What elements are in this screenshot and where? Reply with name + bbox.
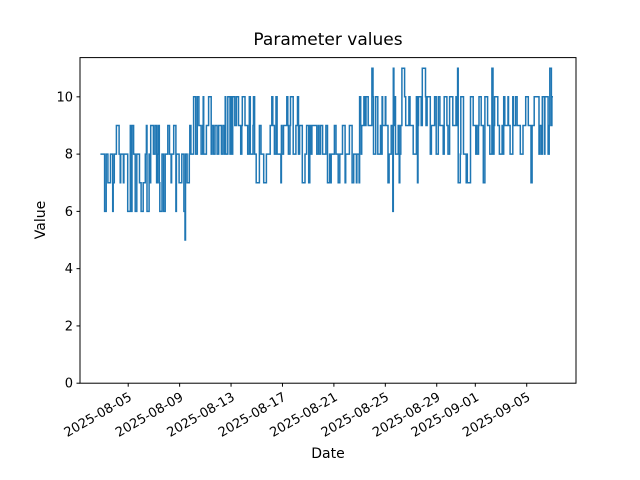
y-tick-label: 6: [65, 205, 73, 220]
y-tick-label: 0: [65, 377, 73, 392]
x-axis-label: Date: [311, 446, 345, 462]
y-tick-label: 10: [56, 90, 73, 105]
series-line: [100, 67, 553, 241]
y-tick-label: 4: [65, 262, 73, 277]
y-tick-label: 2: [65, 319, 73, 334]
plot-spines: [79, 57, 577, 384]
chart-title: Parameter values: [253, 30, 403, 50]
y-tick-label: 8: [65, 148, 73, 163]
